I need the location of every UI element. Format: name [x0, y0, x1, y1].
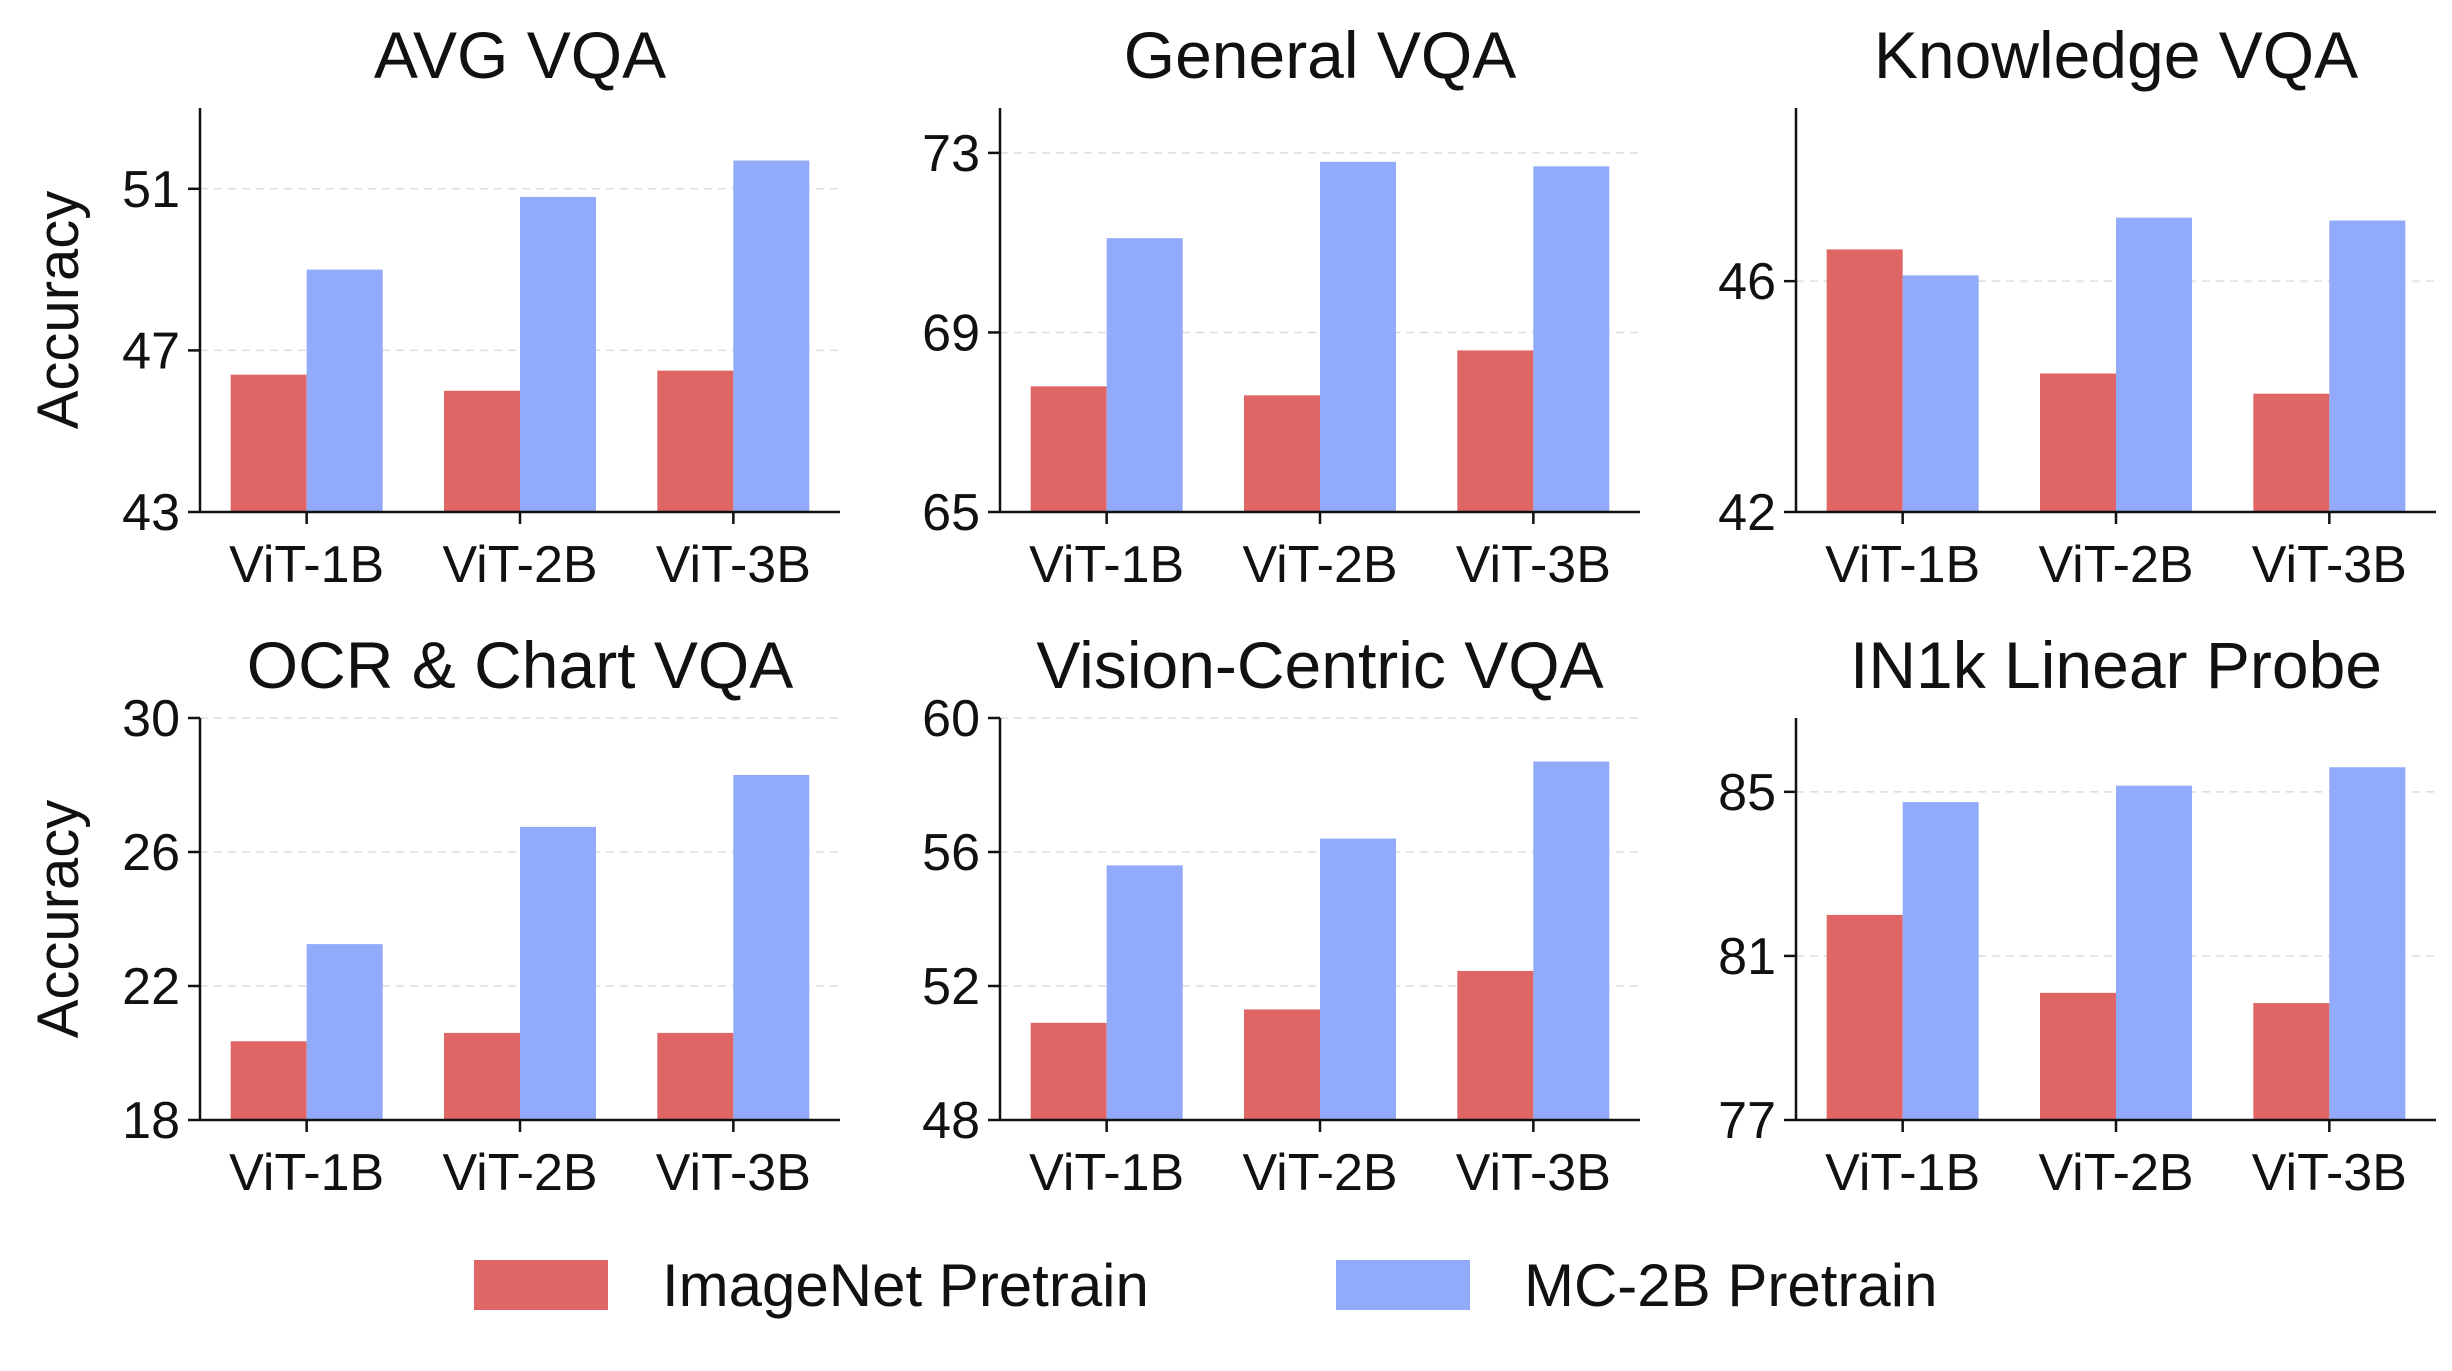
x-tick-label: ViT-2B — [442, 1144, 597, 1202]
x-tick-label: ViT-2B — [2038, 536, 2193, 594]
chart-title: Vision-Centric VQA — [1036, 628, 1603, 702]
y-tick-label: 52 — [922, 958, 980, 1016]
x-tick-label: ViT-2B — [2038, 1144, 2193, 1202]
y-tick-label: 46 — [1718, 253, 1776, 311]
bar-mc2b-vit-2b — [1320, 161, 1396, 512]
bar-imagenet-vit-1b — [230, 1041, 307, 1120]
y-tick-label: 69 — [922, 304, 980, 362]
y-tick-label: 30 — [122, 690, 180, 748]
x-tick-label: ViT-1B — [229, 1144, 384, 1202]
legend-label-mc2b: MC-2B Pretrain — [1524, 1251, 1938, 1319]
x-tick-label: ViT-3B — [656, 536, 811, 594]
legend: ImageNet Pretrain MC-2B Pretrain — [0, 1240, 2452, 1330]
bar-mc2b-vit-1b — [1106, 865, 1183, 1120]
bar-mc2b-vit-3b — [1533, 166, 1610, 512]
bar-imagenet-vit-3b — [2253, 393, 2330, 512]
legend-swatch-mc2b — [1336, 1260, 1470, 1310]
chart-panel-1: ViT-1B ViT-2B ViT-3B 43 47 51 AVG VQA Accuracy — [26, 18, 840, 594]
bar-imagenet-vit-2b — [444, 1032, 520, 1120]
y-tick-label: 81 — [1718, 928, 1776, 986]
y-tick-label: 47 — [122, 322, 180, 380]
x-tick-label: ViT-1B — [1825, 1144, 1980, 1202]
legend-item-imagenet: ImageNet Pretrain — [474, 1240, 1149, 1330]
y-tick-label: 65 — [922, 484, 980, 542]
x-tick-label: ViT-1B — [229, 536, 384, 594]
bar-imagenet-vit-3b — [1457, 350, 1534, 512]
bar-imagenet-vit-2b — [2040, 992, 2116, 1120]
bar-mc2b-vit-1b — [1106, 238, 1183, 512]
x-tick-label: ViT-1B — [1029, 1144, 1184, 1202]
chart-title: IN1k Linear Probe — [1850, 628, 2382, 702]
chart-panel-2: ViT-1B ViT-2B ViT-3B 65 69 73 General VQA — [922, 18, 1640, 594]
x-tick-label: ViT-3B — [1456, 536, 1611, 594]
x-tick-label: ViT-1B — [1029, 536, 1184, 594]
bar-mc2b-vit-1b — [1902, 802, 1979, 1120]
chart-title: Knowledge VQA — [1874, 18, 2358, 92]
bar-imagenet-vit-3b — [657, 1032, 734, 1120]
bar-imagenet-vit-1b — [1826, 249, 1903, 512]
bar-imagenet-vit-3b — [1457, 970, 1534, 1120]
y-tick-label: 77 — [1718, 1092, 1776, 1150]
bar-imagenet-vit-1b — [1826, 914, 1903, 1120]
x-tick-label: ViT-2B — [1242, 536, 1397, 594]
bar-imagenet-vit-2b — [444, 390, 520, 512]
x-tick-label: ViT-3B — [656, 1144, 811, 1202]
chart-title: AVG VQA — [374, 18, 666, 92]
bar-mc2b-vit-1b — [306, 269, 383, 512]
bar-mc2b-vit-1b — [306, 944, 383, 1120]
y-tick-label: 18 — [122, 1092, 180, 1150]
y-tick-label: 85 — [1718, 764, 1776, 822]
y-tick-label: 26 — [122, 824, 180, 882]
legend-swatch-imagenet — [474, 1260, 608, 1310]
chart-panel-5: ViT-1B ViT-2B ViT-3B 48 52 56 60 Vision-Centric… — [922, 628, 1640, 1202]
bar-mc2b-vit-2b — [2116, 785, 2192, 1120]
x-tick-label: ViT-2B — [1242, 1144, 1397, 1202]
bar-imagenet-vit-1b — [230, 374, 307, 512]
bar-mc2b-vit-3b — [733, 160, 810, 512]
bar-mc2b-vit-2b — [2116, 217, 2192, 512]
y-tick-label: 56 — [922, 824, 980, 882]
bar-imagenet-vit-3b — [2253, 1003, 2330, 1120]
y-tick-label: 73 — [922, 125, 980, 183]
legend-item-mc2b: MC-2B Pretrain — [1336, 1240, 1937, 1330]
bar-mc2b-vit-2b — [520, 196, 596, 512]
chart-panel-4: ViT-1B ViT-2B ViT-3B 18 22 26 30 OCR & Chart VQ… — [26, 628, 840, 1202]
y-tick-label: 43 — [122, 484, 180, 542]
bar-mc2b-vit-2b — [1320, 838, 1396, 1120]
y-tick-label: 48 — [922, 1092, 980, 1150]
bar-imagenet-vit-1b — [1030, 386, 1107, 512]
bar-mc2b-vit-3b — [1533, 761, 1610, 1120]
chart-title: General VQA — [1124, 18, 1517, 92]
bar-mc2b-vit-3b — [2329, 767, 2406, 1120]
x-tick-label: ViT-3B — [1456, 1144, 1611, 1202]
bar-imagenet-vit-1b — [1030, 1022, 1107, 1120]
chart-title: OCR & Chart VQA — [247, 628, 793, 702]
x-tick-label: ViT-2B — [442, 536, 597, 594]
bar-imagenet-vit-3b — [657, 370, 734, 512]
y-axis-label: Accuracy — [26, 800, 91, 1039]
y-tick-label: 51 — [122, 161, 180, 219]
y-tick-label: 60 — [922, 690, 980, 748]
bar-imagenet-vit-2b — [1244, 395, 1320, 512]
y-axis-label: Accuracy — [26, 191, 91, 430]
bar-mc2b-vit-2b — [520, 826, 596, 1120]
bar-mc2b-vit-3b — [733, 774, 810, 1120]
chart-panel-6: ViT-1B ViT-2B ViT-3B 77 81 85 IN1k Linear Prob… — [1718, 628, 2436, 1202]
legend-label-imagenet: ImageNet Pretrain — [662, 1251, 1149, 1319]
bar-imagenet-vit-2b — [2040, 373, 2116, 512]
bar-imagenet-vit-2b — [1244, 1009, 1320, 1120]
x-tick-label: ViT-3B — [2252, 536, 2407, 594]
chart-panel-3: ViT-1B ViT-2B ViT-3B 42 46 Knowledge VQA — [1718, 18, 2436, 594]
bar-mc2b-vit-3b — [2329, 220, 2406, 513]
x-tick-label: ViT-1B — [1825, 536, 1980, 594]
x-tick-label: ViT-3B — [2252, 1144, 2407, 1202]
y-tick-label: 42 — [1718, 484, 1776, 542]
y-tick-label: 22 — [122, 958, 180, 1016]
bar-mc2b-vit-1b — [1902, 275, 1979, 512]
